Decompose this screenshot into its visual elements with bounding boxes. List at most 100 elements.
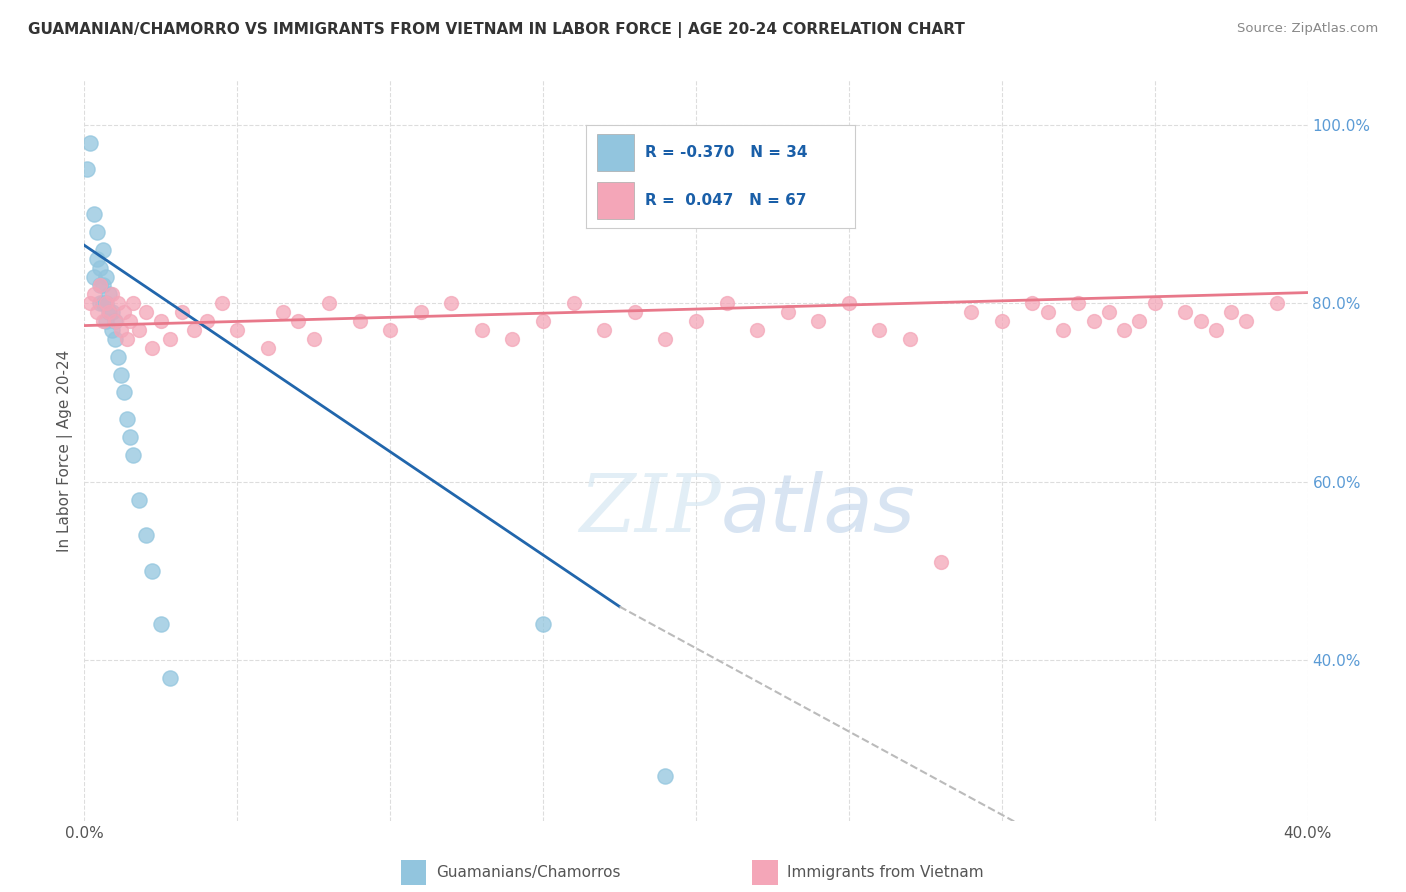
Point (115, 332, 138, 346)
Point (128, 323, 150, 337)
Point (1083, 314, 1105, 328)
Point (409, 305, 432, 319)
Point (110, 368, 132, 382)
Point (91, 278, 114, 293)
Point (349, 314, 371, 328)
Point (1067, 296, 1090, 310)
Point (86, 252, 108, 266)
Point (991, 314, 1014, 328)
Point (115, 412, 138, 426)
Point (1021, 296, 1043, 310)
Point (159, 332, 181, 346)
Point (226, 323, 249, 337)
Point (94, 296, 117, 310)
Point (172, 305, 194, 319)
Point (1036, 305, 1059, 319)
Point (287, 314, 309, 328)
Text: atlas: atlas (720, 471, 915, 549)
Point (91, 296, 114, 310)
Point (654, 332, 676, 346)
Point (747, 323, 769, 337)
Point (86, 225, 108, 239)
FancyBboxPatch shape (596, 182, 634, 219)
Point (654, 769, 676, 783)
Point (318, 296, 340, 310)
Point (89, 296, 111, 310)
Point (716, 296, 738, 310)
Point (159, 671, 181, 685)
Point (83, 287, 105, 301)
Point (1205, 323, 1227, 337)
Point (120, 314, 142, 328)
Point (104, 314, 127, 328)
Point (112, 385, 135, 400)
Point (302, 332, 325, 346)
Point (1052, 323, 1074, 337)
Point (195, 314, 218, 328)
Point (79, 296, 101, 310)
Point (107, 296, 129, 310)
Point (960, 305, 983, 319)
Point (91, 314, 114, 328)
Point (97, 287, 120, 301)
Point (149, 314, 172, 328)
Point (89, 260, 111, 275)
Point (807, 314, 830, 328)
Point (122, 448, 145, 462)
Point (101, 323, 124, 337)
Text: Source: ZipAtlas.com: Source: ZipAtlas.com (1237, 22, 1378, 36)
Point (120, 430, 142, 444)
Point (141, 564, 163, 578)
Point (1220, 305, 1243, 319)
Text: Guamanians/Chamorros: Guamanians/Chamorros (436, 865, 620, 880)
Point (1114, 323, 1136, 337)
Point (1189, 314, 1212, 328)
Point (122, 296, 145, 310)
Point (83, 269, 105, 284)
FancyBboxPatch shape (401, 860, 426, 885)
Text: R = -0.370   N = 34: R = -0.370 N = 34 (645, 145, 807, 161)
Point (531, 314, 554, 328)
Point (149, 617, 172, 632)
Point (440, 296, 463, 310)
Point (380, 323, 402, 337)
Point (1098, 305, 1121, 319)
Point (128, 492, 150, 507)
Point (91, 243, 114, 257)
Point (531, 617, 554, 632)
Point (624, 305, 647, 319)
Text: GUAMANIAN/CHAMORRO VS IMMIGRANTS FROM VIETNAM IN LABOR FORCE | AGE 20-24 CORRELA: GUAMANIAN/CHAMORRO VS IMMIGRANTS FROM VI… (28, 22, 965, 38)
Point (83, 207, 105, 221)
Point (104, 314, 127, 328)
Point (271, 305, 294, 319)
Point (89, 278, 111, 293)
Point (776, 305, 799, 319)
Point (838, 296, 860, 310)
Point (1143, 296, 1166, 310)
Point (97, 305, 120, 319)
Point (1265, 296, 1288, 310)
Point (562, 296, 585, 310)
Point (112, 305, 135, 319)
Point (86, 305, 108, 319)
Point (94, 314, 117, 328)
Point (89, 278, 111, 293)
Point (929, 555, 952, 569)
Point (1174, 305, 1197, 319)
Point (110, 323, 132, 337)
FancyBboxPatch shape (596, 134, 634, 171)
Point (104, 332, 127, 346)
Point (94, 269, 117, 284)
Point (1236, 314, 1258, 328)
Point (79, 136, 101, 150)
Y-axis label: In Labor Force | Age 20-24: In Labor Force | Age 20-24 (58, 350, 73, 551)
Point (593, 323, 616, 337)
Point (107, 350, 129, 364)
Point (94, 296, 117, 310)
Point (1128, 314, 1150, 328)
Point (141, 341, 163, 355)
Point (257, 341, 280, 355)
Point (76, 162, 98, 177)
Text: R =  0.047   N = 67: R = 0.047 N = 67 (645, 193, 807, 208)
Point (869, 323, 891, 337)
